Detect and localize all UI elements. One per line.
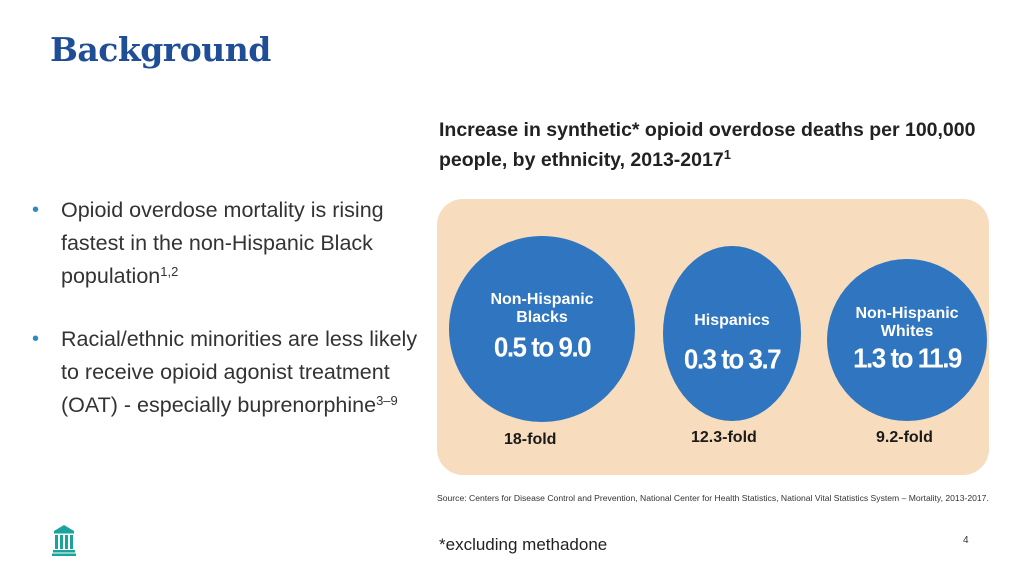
- circle-label-line1: Non-Hispanic: [855, 305, 959, 322]
- fold-label-non-hispanic-blacks: 18-fold: [504, 431, 557, 448]
- page-number: 4: [963, 535, 969, 546]
- circle-hispanics: Hispanics 0.3 to 3.7: [663, 246, 801, 421]
- figure-title: Increase in synthetic* opioid overdose d…: [439, 115, 979, 175]
- circle-range: 0.3 to 3.7: [683, 342, 782, 376]
- circle-label: Non-Hispanic Blacks: [449, 291, 635, 327]
- fold-label-hispanics: 12.3-fold: [691, 429, 757, 446]
- circle-label: Non-Hispanic Whites: [827, 305, 987, 341]
- circle-range: 1.3 to 11.9: [853, 341, 962, 375]
- bullet-text: Opioid overdose mortality is rising fast…: [61, 198, 384, 288]
- page-title: Background: [50, 30, 271, 69]
- circle-range: 0.5 to 9.0: [493, 330, 592, 364]
- footnote: *excluding methadone: [439, 535, 608, 554]
- bullet-icon: •: [32, 199, 40, 221]
- figure-title-text: Increase in synthetic* opioid overdose d…: [439, 119, 976, 171]
- circle-label-line1: Hispanics: [694, 312, 770, 329]
- bullet-text: Racial/ethnic minorities are less likely…: [61, 327, 418, 417]
- figure-title-citation: 1: [723, 147, 731, 162]
- circle-label: Hispanics: [663, 312, 801, 330]
- institution-building-icon: [52, 525, 76, 556]
- fold-label-non-hispanic-whites: 9.2-fold: [876, 429, 933, 446]
- bullet-item: • Opioid overdose mortality is rising fa…: [28, 194, 418, 293]
- circle-label-line2: Blacks: [516, 309, 568, 326]
- circle-non-hispanic-whites: Non-Hispanic Whites 1.3 to 11.9: [827, 259, 987, 421]
- figure-source: Source: Centers for Disease Control and …: [437, 493, 989, 503]
- bullet-citation: 3–9: [376, 393, 398, 408]
- circle-label-line2: Whites: [880, 323, 934, 340]
- bullet-icon: •: [32, 328, 40, 350]
- bullet-list: • Opioid overdose mortality is rising fa…: [28, 194, 418, 452]
- bullet-citation: 1,2: [160, 264, 179, 279]
- ethnicity-panel: Non-Hispanic Blacks 0.5 to 9.0 Hispanics…: [437, 199, 989, 475]
- circle-label-line1: Non-Hispanic: [490, 291, 594, 308]
- bullet-item: • Racial/ethnic minorities are less like…: [28, 323, 418, 422]
- circle-non-hispanic-blacks: Non-Hispanic Blacks 0.5 to 9.0: [449, 236, 635, 422]
